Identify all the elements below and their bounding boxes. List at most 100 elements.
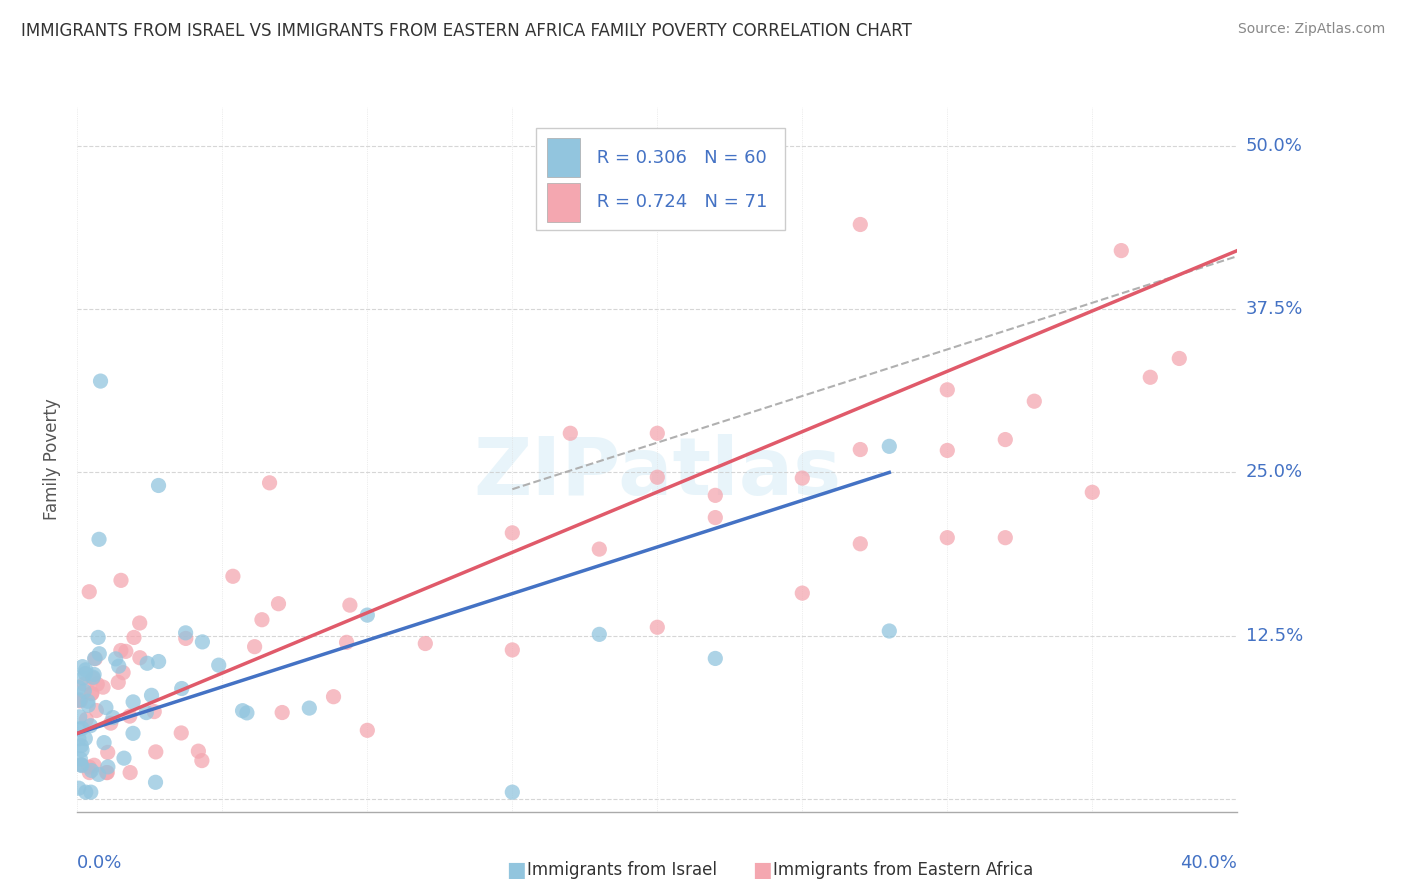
Point [145,775,167,789]
Point [83,667,105,681]
Point [110,643,132,657]
Point [413,636,436,650]
Point [501,525,523,540]
Point [1024,394,1046,409]
Point [77,698,100,713]
Point [243,640,266,654]
Point [93,736,115,750]
Text: Immigrants from Eastern Africa: Immigrants from Eastern Africa [773,861,1033,879]
Point [322,690,344,704]
Point [107,659,129,673]
Point [143,705,166,719]
Point [96,765,118,780]
Point [259,475,281,490]
Point [82,671,104,685]
Point [77,760,100,774]
Point [91,680,114,694]
Point [107,675,129,690]
Point [67,781,90,796]
Text: 40.0%: 40.0% [1181,854,1237,872]
Point [70,743,93,757]
Text: 25.0%: 25.0% [1246,464,1303,482]
Point [936,531,959,545]
Point [84,651,107,665]
Point [135,706,157,720]
Point [86,704,108,718]
Text: Source: ZipAtlas.com: Source: ZipAtlas.com [1237,22,1385,37]
Point [75,785,97,799]
Point [80,687,103,701]
Point [94,700,117,714]
Point [792,586,814,600]
Point [73,677,96,691]
Point [87,631,110,645]
Point [112,665,135,680]
Point [77,584,100,599]
Point [356,608,378,623]
Point [236,706,259,720]
Point [69,752,91,766]
Point [128,650,150,665]
Point [90,374,111,388]
Point [87,767,110,781]
Point [77,694,100,708]
Point [704,510,727,524]
Point [170,726,193,740]
Point [75,666,97,681]
FancyBboxPatch shape [536,128,785,230]
Point [79,719,101,733]
Bar [547,138,579,178]
Text: IMMIGRANTS FROM ISRAEL VS IMMIGRANTS FROM EASTERN AFRICA FAMILY POVERTY CORRELAT: IMMIGRANTS FROM ISRAEL VS IMMIGRANTS FRO… [21,22,912,40]
Point [936,383,959,397]
Point [67,731,90,746]
Point [83,651,105,665]
Point [560,426,582,441]
Point [115,644,138,658]
Point [79,765,101,780]
Point [222,569,245,583]
Point [96,765,118,780]
Point [80,686,103,700]
Point [70,721,93,735]
Bar [547,183,579,221]
Point [148,478,170,492]
Point [141,689,163,703]
Point [73,684,96,698]
Point [97,746,120,760]
Point [75,712,97,726]
Text: 37.5%: 37.5% [1246,301,1303,318]
Point [994,531,1017,545]
Point [1168,351,1191,366]
Point [174,632,197,646]
Point [69,693,91,707]
Point [70,758,93,772]
Point [75,731,97,746]
Point [104,652,127,666]
Point [75,663,97,677]
Point [250,613,273,627]
Point [80,764,103,778]
Text: R = 0.306   N = 60: R = 0.306 N = 60 [591,149,766,167]
Point [122,726,145,740]
Text: ■: ■ [752,860,772,880]
Point [97,760,120,774]
Point [704,651,727,665]
Point [87,533,110,547]
Point [69,710,91,724]
Point [101,710,124,724]
Point [86,677,108,691]
Point [1081,485,1104,500]
Point [187,744,209,758]
Point [298,701,321,715]
Point [271,706,294,720]
Point [191,635,214,649]
Point [148,655,170,669]
Point [792,471,814,485]
Point [232,704,254,718]
Point [67,693,90,707]
Point [72,671,94,685]
Point [267,597,290,611]
Point [994,433,1017,447]
Point [356,723,378,738]
Point [191,754,214,768]
